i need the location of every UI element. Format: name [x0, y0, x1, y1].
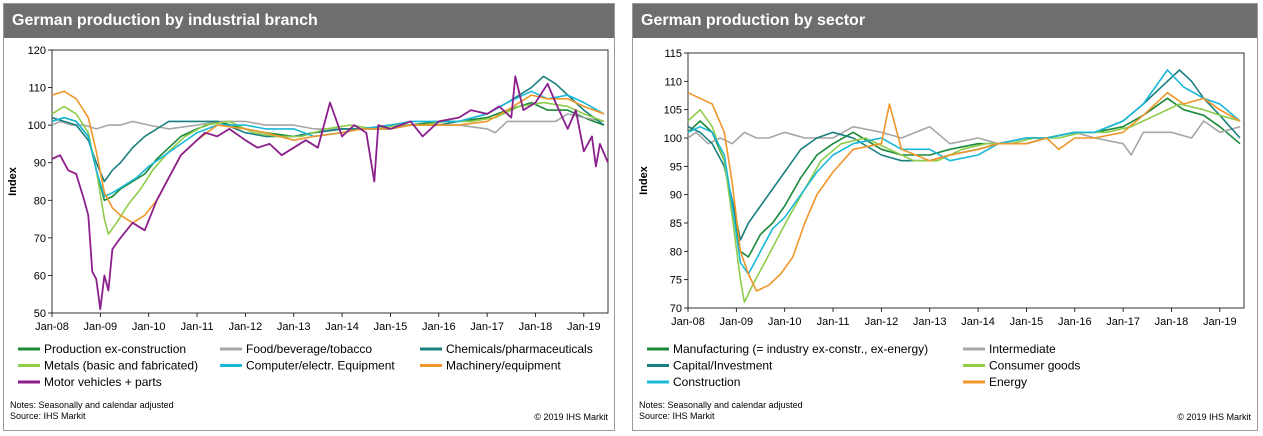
x-tick-label: Jan-08 — [671, 316, 705, 328]
series-line-construction — [687, 69, 1241, 275]
plot-area — [687, 52, 1245, 309]
y-tick-label: 90 — [670, 190, 682, 202]
legend-label-construction: Construction — [673, 375, 740, 389]
y-axis-title: Index — [7, 166, 19, 196]
legend-label-food-beverage-tobacco: Food/beverage/tobacco — [246, 342, 372, 356]
legend-label-manufacturing-industry-ex-constr-ex-energy: Manufacturing (= industry ex-constr., ex… — [673, 342, 928, 356]
y-tick-label: 110 — [28, 83, 46, 95]
chart-footnotes: Notes: Seasonally and calendar adjusted … — [639, 400, 803, 422]
y-tick-label: 120 — [28, 45, 46, 57]
x-tick-label: Jan-19 — [567, 321, 601, 333]
legend-label-consumer-goods: Consumer goods — [989, 359, 1080, 373]
y-tick-label: 95 — [670, 161, 682, 173]
y-tick-label: 60 — [34, 270, 46, 282]
x-tick-label: Jan-08 — [35, 321, 69, 333]
source-text: Source: IHS Markit — [639, 411, 715, 421]
plot-area — [51, 49, 609, 314]
source-text: Source: IHS Markit — [10, 411, 86, 421]
y-tick-label: 110 — [664, 76, 682, 88]
x-tick-label: Jan-14 — [325, 321, 359, 333]
series-line-computer-electr-equipment — [51, 90, 605, 198]
series-line-capital-investment — [687, 69, 1241, 241]
x-tick-label: Jan-11 — [817, 316, 850, 328]
chart-panel-industrial-branch: German production by industrial branch 5… — [3, 3, 615, 431]
legend-label-machinery-equipment: Machinery/equipment — [446, 359, 561, 373]
y-tick-label: 80 — [34, 195, 46, 207]
series-line-production-ex-construction — [51, 101, 605, 202]
x-tick-label: Jan-12 — [865, 316, 899, 328]
y-tick-label: 70 — [670, 303, 682, 315]
x-tick-label: Jan-16 — [1058, 316, 1092, 328]
x-tick-label: Jan-12 — [229, 321, 263, 333]
x-tick-label: Jan-19 — [1203, 316, 1237, 328]
legend-label-production-ex-construction: Production ex-construction — [44, 342, 186, 356]
y-axis-title: Index — [638, 165, 650, 195]
y-tick-label: 50 — [34, 308, 46, 320]
series-line-intermediate — [687, 120, 1241, 156]
y-tick-label: 70 — [34, 233, 46, 245]
y-tick-label: 90 — [34, 158, 46, 170]
y-tick-label: 80 — [670, 246, 682, 258]
x-tick-label: Jan-17 — [1106, 316, 1140, 328]
legend-label-intermediate: Intermediate — [989, 342, 1056, 356]
legend-label-energy: Energy — [989, 375, 1027, 389]
chart-title: German production by industrial branch — [4, 4, 614, 38]
line-chart-industrial-branch: 50 60 70 80 90 100 110 120 Jan-08 Jan-09 Jan-10 Jan… — [7, 45, 609, 389]
line-chart-sector: 70 75 80 85 90 95 100 105 110 115 Jan-08 Jan-09 Jan-… — [638, 48, 1245, 389]
series-line-food-beverage-tobacco — [51, 113, 605, 134]
notes-text: Notes: Seasonally and calendar adjusted — [10, 400, 174, 410]
x-tick-label: Jan-10 — [768, 316, 802, 328]
x-tick-label: Jan-13 — [913, 316, 947, 328]
x-tick-label: Jan-18 — [1155, 316, 1189, 328]
x-tick-label: Jan-15 — [1010, 316, 1044, 328]
y-tick-label: 85 — [670, 218, 682, 230]
y-tick-label: 100 — [28, 120, 46, 132]
series-line-energy — [687, 91, 1241, 292]
series-line-motor-vehicles-parts — [51, 75, 609, 311]
chart-panel-sector: German production by sector 70 75 80 85 90 95… — [632, 3, 1258, 431]
x-tick-label: Jan-13 — [277, 321, 311, 333]
series-line-chemicals-pharmaceuticals — [51, 75, 605, 183]
legend-label-chemicals-pharmaceuticals: Chemicals/pharmaceuticals — [446, 342, 593, 356]
notes-text: Notes: Seasonally and calendar adjusted — [639, 400, 803, 410]
legend-label-computer-electr-equipment: Computer/electr. Equipment — [246, 359, 395, 373]
x-tick-label: Jan-09 — [84, 321, 118, 333]
legend-label-capital-investment: Capital/Investment — [673, 359, 773, 373]
legend-label-metals-basic-and-fabricated: Metals (basic and fabricated) — [44, 359, 198, 373]
y-tick-label: 115 — [664, 48, 682, 60]
chart-title: German production by sector — [633, 4, 1257, 38]
legend-label-motor-vehicles-parts: Motor vehicles + parts — [44, 375, 162, 389]
y-tick-label: 75 — [670, 275, 682, 287]
copyright-text: © 2019 IHS Markit — [1177, 412, 1251, 422]
x-tick-label: Jan-15 — [374, 321, 408, 333]
x-tick-label: Jan-16 — [422, 321, 456, 333]
y-tick-label: 100 — [664, 133, 682, 145]
x-tick-label: Jan-10 — [132, 321, 166, 333]
x-tick-label: Jan-18 — [519, 321, 553, 333]
copyright-text: © 2019 IHS Markit — [534, 412, 608, 422]
chart-footnotes: Notes: Seasonally and calendar adjusted … — [10, 400, 174, 422]
x-tick-label: Jan-11 — [181, 321, 214, 333]
y-tick-label: 105 — [664, 105, 682, 117]
series-line-consumer-goods — [687, 103, 1241, 304]
x-tick-label: Jan-09 — [720, 316, 754, 328]
x-tick-label: Jan-17 — [470, 321, 504, 333]
x-tick-label: Jan-14 — [961, 316, 995, 328]
